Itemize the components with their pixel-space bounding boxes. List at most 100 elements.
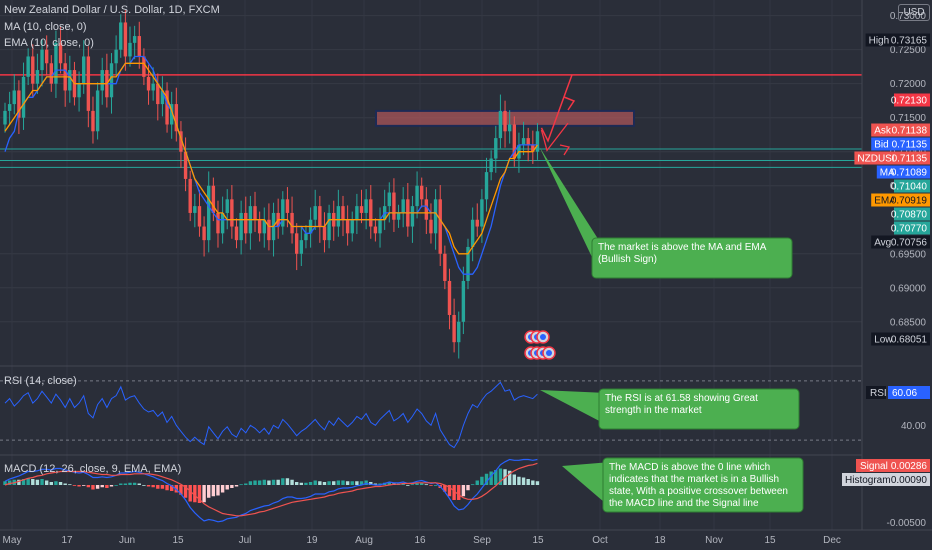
rsi-callout[interactable] xyxy=(598,388,800,430)
histogram-bar xyxy=(461,485,466,497)
histogram-bar xyxy=(160,485,165,489)
histogram-bar xyxy=(211,485,216,497)
histogram-bar xyxy=(119,483,123,485)
candle-body xyxy=(294,233,299,254)
candle-body xyxy=(137,36,141,57)
ma-ema-callout[interactable] xyxy=(591,237,793,279)
candle-body xyxy=(68,70,72,91)
price-label-value-box xyxy=(894,235,930,249)
candle-body xyxy=(216,212,220,234)
macd-line xyxy=(4,458,538,523)
candle-body xyxy=(193,206,197,213)
macd-histogram-label: Histogram 0.00090 xyxy=(842,473,930,486)
rsi-value-label: RSI 60.06 xyxy=(866,386,930,399)
price-label-name: High xyxy=(869,36,890,47)
annotation-callouts[interactable]: The market is above the MA and EMA (Bull… xyxy=(539,146,804,513)
y-tick-label: 0.71500 xyxy=(890,113,927,124)
x-tick-label: Sep xyxy=(473,535,491,546)
candle-body xyxy=(123,22,128,57)
candle-body xyxy=(318,206,322,227)
price-label: 0.71040 xyxy=(891,179,930,193)
symbol-title[interactable]: New Zealand Dollar / U.S. Dollar, 1D, FX… xyxy=(4,4,220,16)
histogram-bar xyxy=(40,479,44,485)
histogram-bar xyxy=(169,485,174,491)
candle-body xyxy=(156,83,160,105)
candle-body xyxy=(415,185,419,207)
price-label-value: 0.71138 xyxy=(892,126,928,137)
candle-body xyxy=(165,90,169,125)
candle-body xyxy=(202,226,206,241)
signal-name: Signal xyxy=(860,461,888,472)
candle-body xyxy=(244,212,248,234)
histogram-bar xyxy=(244,483,248,485)
histogram-bar xyxy=(535,481,540,485)
candle-body xyxy=(373,226,378,234)
histogram-box xyxy=(842,473,930,486)
histogram-bar xyxy=(82,485,86,486)
currency-button[interactable]: USD xyxy=(898,4,930,21)
histogram-bar xyxy=(257,480,262,485)
histogram-bar xyxy=(165,485,169,491)
price-label-name-box xyxy=(865,33,894,47)
candle-body xyxy=(179,131,183,152)
rsi-legend[interactable]: RSI (14, close) xyxy=(4,375,77,387)
histogram-bar xyxy=(146,485,151,487)
histogram-bar xyxy=(91,485,95,490)
histogram-bar xyxy=(68,484,72,486)
histogram-bar xyxy=(267,480,271,485)
histogram-bar xyxy=(3,481,7,485)
projection-drawings[interactable] xyxy=(540,74,576,156)
candle-body xyxy=(494,138,498,159)
histogram-bar xyxy=(132,482,137,485)
histogram-bar xyxy=(355,481,359,485)
histogram-bar xyxy=(429,485,433,486)
price-label-name-box xyxy=(871,193,894,207)
candle-body xyxy=(359,206,364,213)
histogram-bar xyxy=(156,485,160,489)
projection-arrowhead-icon xyxy=(563,96,576,111)
price-label: 0.70770 xyxy=(891,221,930,235)
histogram-bar xyxy=(350,481,354,485)
candle-body xyxy=(475,219,479,227)
histogram-bar xyxy=(410,484,415,486)
histogram-bar xyxy=(521,477,526,485)
candle-body xyxy=(457,321,461,343)
macd-callout-pointer xyxy=(562,462,611,508)
alt-projection-arrow[interactable] xyxy=(540,122,569,152)
histogram-bar xyxy=(86,485,91,488)
time-axis[interactable]: May 17 Jun 15 Jul 19 Aug 16 Sep 15 Oct 18 Nov 15 Dec xyxy=(3,535,841,546)
rsi-callout-text: The RSI is at 61.58 showing Great streng… xyxy=(605,393,758,416)
event-icons[interactable] xyxy=(524,330,556,360)
histogram-bar xyxy=(332,481,336,485)
candle-body xyxy=(290,212,294,234)
x-tick-label: May xyxy=(3,535,22,546)
candle-body xyxy=(507,124,512,132)
macd-tick: -0.00500 xyxy=(887,518,927,529)
histogram-bar xyxy=(341,480,345,485)
candle-body xyxy=(35,70,40,84)
histogram-bar xyxy=(494,470,498,485)
x-tick-label: 18 xyxy=(654,535,666,546)
histogram-bar xyxy=(424,484,429,486)
candle-body xyxy=(95,90,100,132)
candle-body xyxy=(234,226,239,241)
ma-legend[interactable]: MA (10, close, 0) xyxy=(4,21,87,33)
histogram-bar xyxy=(220,485,225,493)
y-tick-label: 0.72500 xyxy=(890,45,927,56)
macd-callout[interactable] xyxy=(602,457,804,513)
histogram-bar xyxy=(466,485,470,491)
bullish-projection-arrow[interactable] xyxy=(540,74,573,143)
histogram-bar xyxy=(507,470,512,485)
rsi-line xyxy=(4,381,538,449)
candle-body xyxy=(387,192,391,207)
candle-body xyxy=(3,110,7,125)
macd-legend[interactable]: MACD (12, 26, close, 9, EMA, EMA) xyxy=(4,463,182,475)
price-label-value-box xyxy=(894,165,930,179)
ema-legend[interactable]: EMA (10, close, 0) xyxy=(4,37,94,49)
histogram-bar xyxy=(406,485,410,486)
x-tick-label: Jul xyxy=(239,535,252,546)
histogram-bar xyxy=(420,482,424,485)
